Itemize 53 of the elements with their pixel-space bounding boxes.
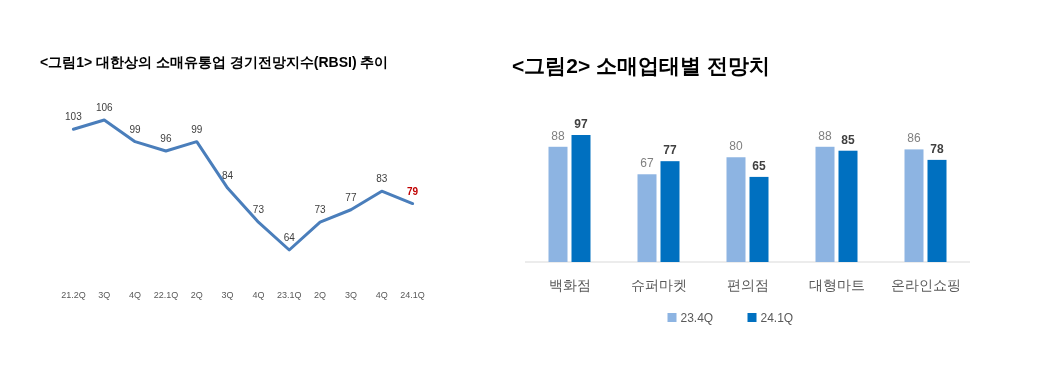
bar xyxy=(660,161,680,262)
data-label: 84 xyxy=(222,170,234,182)
bar xyxy=(749,176,769,262)
data-label: 106 xyxy=(95,102,114,113)
bar xyxy=(548,146,568,262)
bar xyxy=(571,135,591,262)
data-label: 85 xyxy=(841,132,855,147)
data-label: 65 xyxy=(752,158,766,173)
x-tick-label: 4Q xyxy=(129,290,142,300)
data-label: 88 xyxy=(818,128,832,143)
bar xyxy=(637,174,657,262)
x-tick-label: 백화점 xyxy=(548,277,591,293)
data-label: 64 xyxy=(283,232,296,243)
data-label: 103 xyxy=(65,111,83,123)
bar xyxy=(838,150,858,262)
data-label: 96 xyxy=(160,132,172,144)
x-tick-label: 24.1Q xyxy=(400,290,425,300)
data-label: 67 xyxy=(640,156,654,171)
x-tick-label: 온라인쇼핑 xyxy=(890,277,961,293)
data-label: 78 xyxy=(930,141,944,156)
x-tick-label: 23.1Q xyxy=(276,290,302,300)
x-tick-label: 2Q xyxy=(314,290,327,300)
x-tick-label: 4Q xyxy=(252,290,265,300)
x-tick-label: 3Q xyxy=(98,290,111,300)
legend-label: 24.1Q xyxy=(760,311,794,325)
data-label: 99 xyxy=(129,123,142,135)
bar xyxy=(927,159,947,262)
chart-title: <그림2> 소매업태별 전망치 xyxy=(512,54,770,77)
x-tick-label: 4Q xyxy=(375,290,388,300)
bar xyxy=(815,146,835,262)
bar xyxy=(904,149,924,262)
data-label: 88 xyxy=(551,128,565,143)
x-tick-label: 편의점 xyxy=(726,277,769,293)
data-label: 99 xyxy=(191,123,203,135)
x-tick-label: 슈퍼마켓 xyxy=(630,277,687,293)
data-label: 80 xyxy=(729,139,743,154)
x-tick-label: 22.1Q xyxy=(153,290,179,300)
x-tick-label: 21.2Q xyxy=(61,290,86,300)
x-tick-label: 대형마트 xyxy=(808,277,865,293)
data-label: 79 xyxy=(407,185,419,197)
chart-title: <그림1> 대한상의 소매유통업 경기전망지수(RBSI) 추이 xyxy=(40,54,389,70)
data-label: 77 xyxy=(663,143,677,158)
bar xyxy=(726,157,746,262)
x-tick-label: 3Q xyxy=(344,290,357,300)
legend-label: 23.4Q xyxy=(680,311,714,325)
data-label: 73 xyxy=(314,204,327,216)
data-label: 83 xyxy=(376,173,388,185)
data-label: 73 xyxy=(252,204,265,216)
x-tick-label: 3Q xyxy=(221,290,234,300)
data-label: 97 xyxy=(574,117,588,131)
data-label: 86 xyxy=(907,131,921,146)
x-tick-label: 2Q xyxy=(190,290,203,300)
data-label: 77 xyxy=(345,191,357,203)
